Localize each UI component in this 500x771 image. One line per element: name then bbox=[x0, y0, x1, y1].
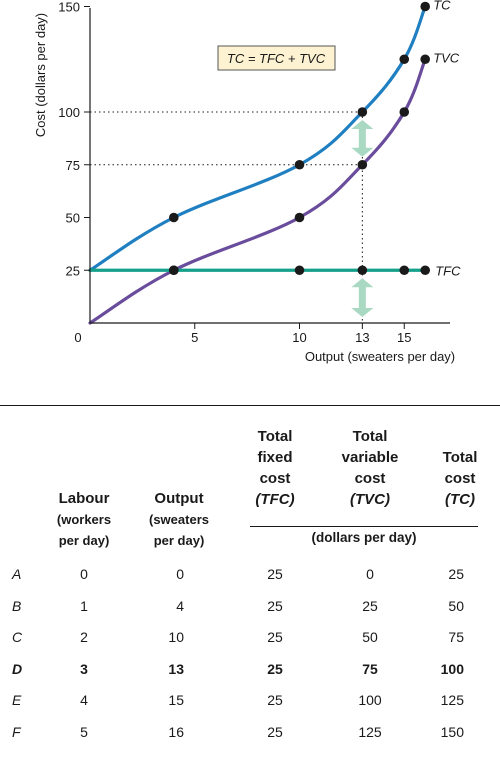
data-point-tfc bbox=[420, 265, 431, 276]
cell-output: 0 bbox=[176, 566, 184, 582]
data-point-tc bbox=[399, 54, 410, 65]
y-tick-label: 50 bbox=[66, 211, 80, 226]
series-label-tfc: TFC bbox=[435, 263, 461, 278]
cost-curves-chart: 25 50 75 100 150 5 10 13 15 TC TVC TFC TC = TFC + … bbox=[33, 0, 461, 364]
units-rule bbox=[250, 526, 478, 527]
table-row: E 4 15 25 100 125 bbox=[0, 692, 500, 716]
data-points bbox=[169, 1, 431, 276]
cell-tc: 75 bbox=[448, 629, 464, 645]
row-label: E bbox=[12, 692, 22, 708]
row-label: D bbox=[12, 660, 23, 677]
data-point-tvc bbox=[357, 159, 368, 170]
table-row: B 1 4 25 25 50 bbox=[0, 598, 500, 622]
cell-output: 4 bbox=[176, 597, 184, 614]
data-point-tc bbox=[420, 1, 431, 12]
cell-labour: 0 bbox=[80, 566, 88, 582]
cell-labour: 5 bbox=[80, 723, 88, 740]
x-tick-label: 15 bbox=[397, 330, 411, 345]
cell-tfc: 25 bbox=[267, 660, 283, 677]
cell-tvc: 25 bbox=[362, 597, 378, 614]
cell-tc: 100 bbox=[440, 660, 464, 677]
row-label: B bbox=[12, 597, 22, 614]
data-point-tfc bbox=[294, 265, 305, 276]
cell-tc: 150 bbox=[440, 723, 464, 740]
y-tick-label: 150 bbox=[58, 0, 80, 15]
cell-tvc: 50 bbox=[362, 629, 378, 645]
data-point-tvc bbox=[399, 107, 410, 117]
header-tc: Total cost (TC) bbox=[442, 449, 478, 508]
table-row: C 2 10 25 50 75 bbox=[0, 629, 500, 653]
x-axis-title: Output (sweaters per day) bbox=[305, 349, 455, 364]
x-tick-label: 10 bbox=[292, 330, 306, 345]
double-arrow bbox=[351, 120, 374, 157]
table-row: D 3 13 25 75 100 bbox=[0, 661, 500, 685]
y-axis-title: Cost (dollars per day) bbox=[33, 13, 48, 137]
cell-tfc: 25 bbox=[267, 692, 283, 708]
row-label: A bbox=[12, 566, 22, 582]
y-tick-label: 100 bbox=[58, 105, 80, 120]
cell-tfc: 25 bbox=[267, 723, 283, 740]
header-tfc: Total fixed cost (TFC) bbox=[255, 428, 295, 508]
x-tick-label: 13 bbox=[355, 330, 369, 345]
data-point-tc bbox=[294, 159, 305, 170]
header-labour: Labour (workers per day) bbox=[56, 490, 112, 548]
guide-lines bbox=[90, 111, 363, 323]
equation-box: TC = TFC + TVC bbox=[217, 45, 336, 71]
cell-output: 15 bbox=[168, 692, 184, 708]
units-label: (dollars per day) bbox=[311, 530, 417, 545]
data-point-tvc bbox=[420, 54, 431, 65]
data-point-tc bbox=[357, 107, 368, 117]
cell-output: 10 bbox=[168, 629, 184, 645]
cell-tvc: 100 bbox=[358, 692, 382, 708]
cell-tc: 25 bbox=[448, 566, 464, 582]
cell-tfc: 25 bbox=[267, 629, 283, 645]
equation-label: TC = TFC + TVC bbox=[227, 51, 326, 66]
y-tick-label: 75 bbox=[66, 158, 80, 173]
table-row: A 0 0 25 0 25 bbox=[0, 566, 500, 590]
cost-table: Labour (workers per day) Output (sweater… bbox=[0, 405, 500, 771]
cell-tvc: 75 bbox=[362, 660, 378, 677]
cell-labour: 1 bbox=[80, 597, 88, 614]
cell-output: 16 bbox=[168, 723, 184, 740]
series-labels: TC TVC TFC bbox=[433, 0, 461, 278]
header-tvc: Total variable cost (TVC) bbox=[341, 428, 399, 508]
data-point-tc bbox=[169, 212, 179, 223]
x-tick-label: 5 bbox=[191, 330, 198, 345]
cell-labour: 2 bbox=[80, 629, 88, 645]
cell-labour: 4 bbox=[80, 692, 88, 708]
cell-output: 13 bbox=[168, 660, 184, 677]
data-point-tfc bbox=[399, 265, 410, 276]
data-point-tvc bbox=[294, 212, 305, 223]
cell-tvc: 0 bbox=[366, 566, 374, 582]
axes: 25 50 75 100 150 5 10 13 15 bbox=[58, 0, 450, 345]
double-arrow bbox=[351, 278, 374, 317]
cell-tc: 125 bbox=[440, 692, 464, 708]
cell-tvc: 125 bbox=[358, 723, 382, 740]
row-label: C bbox=[12, 629, 23, 645]
cell-labour: 3 bbox=[80, 660, 88, 677]
data-point-tfc bbox=[357, 265, 368, 276]
row-label: F bbox=[12, 723, 21, 740]
series-label-tvc: TVC bbox=[433, 50, 460, 65]
cell-tfc: 25 bbox=[267, 566, 283, 582]
series-label-tc: TC bbox=[433, 0, 451, 13]
cell-tfc: 25 bbox=[267, 597, 283, 614]
table-row: F 5 16 25 125 150 bbox=[0, 724, 500, 748]
data-point-tfc bbox=[169, 265, 179, 276]
difference-arrows bbox=[351, 120, 374, 317]
origin-label: 0 bbox=[74, 330, 81, 345]
cell-tc: 50 bbox=[448, 597, 464, 614]
header-output: Output (sweaters per day) bbox=[149, 490, 209, 548]
y-tick-label: 25 bbox=[66, 263, 80, 278]
